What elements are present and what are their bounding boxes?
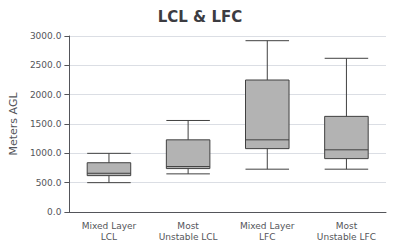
svg-text:2500.0: 2500.0 [30,60,62,70]
svg-text:500.0: 500.0 [36,178,62,188]
svg-text:LFC: LFC [259,232,275,242]
svg-text:LCL: LCL [101,232,117,242]
svg-text:2000.0: 2000.0 [30,90,62,100]
svg-text:0.0: 0.0 [47,207,62,217]
svg-text:Unstable LFC: Unstable LFC [317,232,376,242]
svg-text:Most: Most [177,221,199,231]
svg-text:1000.0: 1000.0 [30,148,62,158]
svg-text:Unstable LCL: Unstable LCL [159,232,218,242]
svg-text:Most: Most [336,221,358,231]
svg-text:Mixed Layer: Mixed Layer [240,221,295,231]
svg-text:LCL & LFC: LCL & LFC [158,8,242,26]
svg-text:1500.0: 1500.0 [30,119,62,129]
svg-text:3000.0: 3000.0 [30,31,62,41]
svg-text:Mixed Layer: Mixed Layer [82,221,137,231]
svg-text:Meters AGL: Meters AGL [7,92,20,156]
